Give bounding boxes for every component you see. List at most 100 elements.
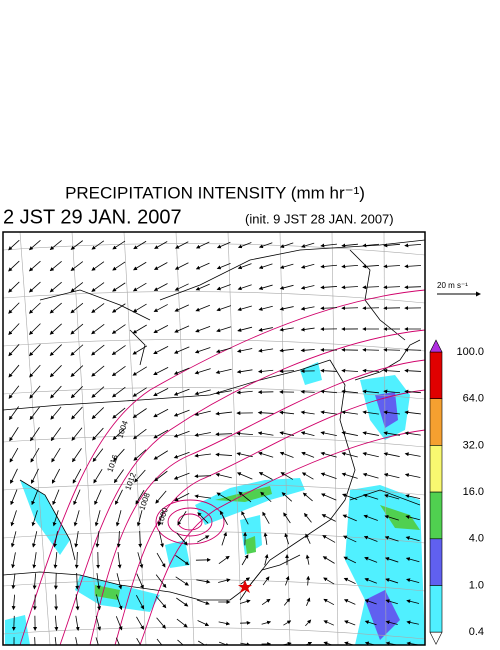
wind-arrow	[173, 451, 190, 459]
wind-vectors	[8, 239, 422, 645]
wind-arrow	[112, 386, 126, 398]
wind-arrow	[75, 615, 80, 632]
parallel	[3, 291, 425, 304]
wind-arrow	[8, 260, 20, 272]
wind-arrow	[8, 302, 20, 314]
wind-arrow	[156, 552, 166, 568]
wind-arrow	[320, 389, 338, 394]
isobar	[177, 513, 203, 531]
wind-arrow	[91, 261, 105, 271]
wind-arrow	[91, 386, 105, 398]
wind-arrow	[176, 618, 188, 628]
wind-arrow	[153, 262, 168, 270]
wind-arrow	[320, 472, 337, 479]
wind-arrow	[283, 620, 292, 626]
wind-arrow	[49, 302, 62, 314]
wind-arrow	[363, 493, 379, 500]
wind-arrow	[404, 473, 421, 478]
wind-arrow	[383, 410, 400, 415]
wind-arrow	[363, 514, 378, 521]
wind-arrow	[341, 368, 359, 373]
wind-arrow	[216, 262, 231, 270]
wind-arrow	[175, 241, 189, 249]
wind-arrow	[404, 243, 422, 248]
wind-arrow	[194, 410, 211, 417]
wind-arrow	[8, 385, 20, 399]
wind-arrow	[323, 577, 335, 585]
wind-arrow	[323, 620, 335, 626]
wind-arrow	[197, 620, 210, 626]
wind-arrow	[283, 597, 291, 606]
wind-arrow	[341, 389, 358, 394]
wind-arrow	[153, 366, 169, 376]
colorbar-bin	[429, 491, 443, 540]
wind-arrow	[383, 285, 401, 290]
wind-arrow	[10, 489, 18, 506]
wind-arrow	[405, 494, 421, 500]
wind-arrow	[341, 243, 358, 248]
wind-arrow	[50, 427, 62, 442]
wind-arrow	[11, 615, 16, 631]
wind-arrow	[53, 552, 58, 569]
wind-arrow	[29, 344, 41, 357]
wind-arrow	[280, 472, 294, 480]
wind-arrow	[305, 554, 310, 565]
isobar-label: 1012	[123, 471, 138, 491]
wind-arrow	[31, 510, 38, 527]
wind-arrow	[197, 512, 209, 524]
wind-arrow	[133, 240, 147, 250]
wind-arrow	[236, 390, 253, 395]
parallel	[3, 243, 425, 256]
wind-arrow	[91, 344, 105, 356]
wind-arrow	[220, 510, 228, 525]
wind-arrow	[195, 304, 211, 312]
wind-arrow	[301, 242, 315, 248]
wind-arrow	[384, 535, 399, 542]
wind-arrow	[8, 364, 20, 378]
colorbar-bin	[429, 445, 443, 493]
isobar	[59, 329, 425, 645]
wind-arrow	[383, 452, 400, 457]
isobar	[139, 429, 425, 645]
wind-arrow	[177, 510, 187, 526]
wind-arrow	[364, 599, 377, 605]
wind-arrow	[344, 620, 356, 626]
parallel	[3, 579, 425, 592]
wind-arrow	[153, 387, 169, 397]
colorbar-label: 4.0	[469, 533, 484, 545]
parallel	[3, 483, 425, 496]
wind-arrow	[320, 243, 337, 248]
wind-arrow	[300, 348, 315, 353]
wind-arrow	[320, 368, 338, 373]
wind-arrow	[29, 385, 41, 399]
wind-arrow	[236, 452, 253, 458]
wind-arrow	[156, 617, 166, 629]
wind-arrow	[383, 368, 401, 373]
wind-arrow	[218, 621, 231, 626]
wind-arrow	[194, 368, 211, 375]
wind-arrow	[176, 597, 189, 607]
isobar	[89, 359, 425, 645]
wind-arrow	[91, 282, 105, 292]
wind-arrow	[322, 556, 335, 564]
wind-arrow	[53, 531, 58, 548]
wind-arrow	[153, 429, 169, 439]
wind-arrow	[154, 470, 168, 482]
wind-arrow	[364, 556, 378, 563]
meridian	[123, 232, 147, 645]
wind-arrow	[94, 510, 101, 527]
wind-arrow	[305, 533, 311, 544]
wind-arrow	[28, 323, 41, 335]
isobar	[155, 499, 225, 545]
wind-arrow	[8, 239, 20, 251]
wind-arrow	[51, 448, 61, 463]
wind-arrow	[258, 472, 273, 480]
wind-arrow	[237, 305, 252, 312]
wind-arrow	[300, 410, 315, 415]
wind-arrow	[279, 410, 295, 415]
wind-arrow	[343, 599, 356, 605]
wind-arrow	[175, 576, 189, 586]
wind-arrow	[93, 468, 103, 484]
wind-arrow	[194, 347, 211, 354]
wind-arrow	[28, 240, 41, 251]
